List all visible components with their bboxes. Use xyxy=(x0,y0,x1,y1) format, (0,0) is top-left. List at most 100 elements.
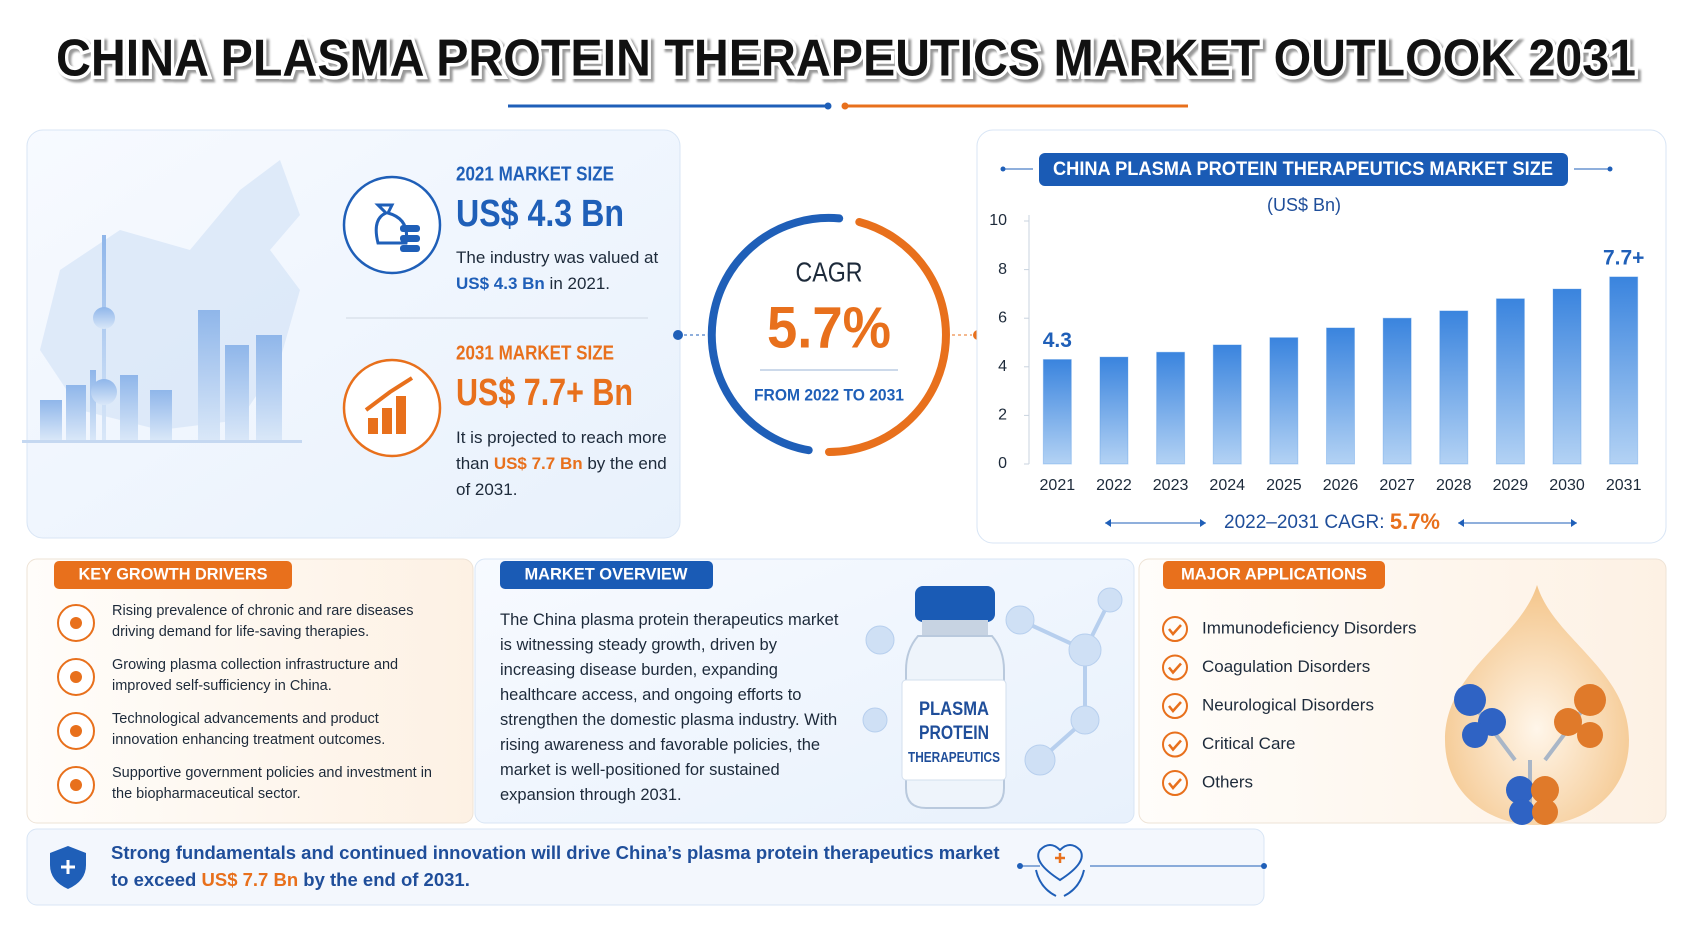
y-tick-label: 8 xyxy=(998,261,1007,278)
driver-icon-core xyxy=(70,725,82,737)
x-tick-label: 2024 xyxy=(1209,477,1245,494)
application-item: Coagulation Disorders xyxy=(1202,657,1370,676)
text-segment: It is projected to reach more than xyxy=(456,428,667,473)
check-mark xyxy=(1168,778,1182,790)
bar xyxy=(1099,356,1129,465)
drivers-pill xyxy=(54,561,292,589)
bar xyxy=(1212,344,1242,465)
x-tick-label: 2029 xyxy=(1493,477,1529,494)
text-segment: in 2021. xyxy=(544,274,611,293)
market-desc: It is projected to reach more than US$ 7… xyxy=(456,425,671,503)
driver-icon-core xyxy=(70,779,82,791)
vial-label: PROTEIN xyxy=(919,723,989,744)
money-icon xyxy=(342,175,442,275)
chart-title-pill xyxy=(1039,153,1568,186)
skyline-base xyxy=(22,440,302,443)
connector-dot xyxy=(673,330,683,340)
coin xyxy=(400,245,420,252)
check-icon xyxy=(1162,731,1188,758)
conclusion-dot xyxy=(1261,863,1267,869)
driver-text: Supportive government policies and inves… xyxy=(112,765,432,802)
check-mark xyxy=(1168,624,1182,636)
highlight: US$ 7.7 Bn xyxy=(201,869,299,890)
coin xyxy=(400,225,420,232)
bar xyxy=(1156,351,1186,465)
bar xyxy=(1269,337,1299,465)
cagr-period: FROM 2022 TO 2031 xyxy=(754,385,904,404)
chart-footer: 2022–2031 CAGR: 5.7% xyxy=(1224,509,1440,534)
y-tick-label: 10 xyxy=(989,212,1007,229)
market-size-label: 2031 MARKET SIZE xyxy=(456,342,614,364)
driver-text: Rising prevalence of chronic and rare di… xyxy=(112,603,414,640)
conclusion-text: Strong fundamentals and continued innova… xyxy=(111,839,1011,893)
driver-icon-core xyxy=(70,671,82,683)
drivers-panel xyxy=(26,558,474,824)
x-tick-label: 2021 xyxy=(1040,477,1076,494)
antibody xyxy=(1454,684,1606,825)
shield-cross xyxy=(61,860,75,874)
chart-panel xyxy=(976,129,1667,544)
driver-icon-core xyxy=(70,617,82,629)
footer-segment: 5.7% xyxy=(1390,509,1440,534)
x-tick-label: 2028 xyxy=(1436,477,1472,494)
data-label: 7.7+ xyxy=(1603,246,1644,269)
check-icon xyxy=(1162,616,1188,642)
cagr-label: CAGR xyxy=(796,256,863,287)
highlight: US$ 7.7 Bn xyxy=(493,454,583,473)
application-item: Others xyxy=(1202,772,1253,791)
check-icon xyxy=(1162,693,1188,719)
text-segment: The industry was valued at xyxy=(456,248,659,267)
bar xyxy=(1609,276,1639,465)
x-tick-label: 2026 xyxy=(1323,477,1359,494)
bar xyxy=(1439,310,1469,465)
data-label: 4.3 xyxy=(1043,329,1072,352)
skyline xyxy=(40,235,282,440)
y-tick-label: 6 xyxy=(998,309,1007,326)
applications-pill xyxy=(1163,561,1385,589)
application-item: Immunodeficiency Disorders xyxy=(1202,618,1416,637)
check-mark xyxy=(1168,739,1182,752)
x-tick-label: 2022 xyxy=(1096,477,1132,494)
text-segment: Strong fundamentals and continued innova… xyxy=(111,842,1000,890)
header-dot xyxy=(1000,166,1006,172)
conclusion-dot xyxy=(1017,863,1023,869)
growth-bars xyxy=(368,396,406,434)
driver-text: Technological advancements and product i… xyxy=(112,711,386,748)
vial-label: THERAPEUTICS xyxy=(908,749,1000,766)
market-desc: The industry was valued at US$ 4.3 Bn in… xyxy=(456,245,671,297)
droplet xyxy=(1445,585,1629,825)
page-title: CHINA PLASMA PROTEIN THERAPEUTICS MARKET… xyxy=(56,30,1636,88)
y-tick-label: 4 xyxy=(998,358,1007,375)
application-item: Neurological Disorders xyxy=(1202,695,1374,714)
market-size-label: 2021 MARKET SIZE xyxy=(456,163,614,185)
footer-segment: 2022–2031 CAGR: xyxy=(1224,512,1390,533)
market-size-value: US$ 4.3 Bn xyxy=(456,193,624,235)
highlight: US$ 4.3 Bn xyxy=(456,274,545,293)
check-icon xyxy=(1162,770,1188,796)
chart-title: CHINA PLASMA PROTEIN THERAPEUTICS MARKET… xyxy=(1053,159,1553,180)
cagr-arc xyxy=(825,218,950,456)
y-tick-label: 2 xyxy=(998,407,1007,424)
chart-subtitle: (US$ Bn) xyxy=(1267,195,1341,215)
money-bag xyxy=(374,203,409,245)
molecule xyxy=(862,587,1123,776)
market-size-value: US$ 7.7+ Bn xyxy=(456,372,633,414)
text-segment: by the end of 2031. xyxy=(298,869,470,890)
bar xyxy=(1382,317,1412,465)
heart-cross xyxy=(1055,853,1065,863)
vial xyxy=(901,586,1007,809)
overview-pill xyxy=(500,561,713,589)
growth-arrow xyxy=(364,376,414,412)
application-item: Critical Care xyxy=(1202,734,1296,753)
check-icon xyxy=(1162,654,1188,681)
cagr-value: 5.7% xyxy=(767,295,891,360)
heart-icon xyxy=(1037,844,1083,882)
x-tick-label: 2031 xyxy=(1606,477,1642,494)
x-tick-label: 2023 xyxy=(1153,477,1189,494)
header-dot xyxy=(1607,166,1613,172)
section-title: MARKET OVERVIEW xyxy=(525,564,689,583)
bar xyxy=(1552,288,1582,465)
check-mark xyxy=(1168,701,1182,713)
